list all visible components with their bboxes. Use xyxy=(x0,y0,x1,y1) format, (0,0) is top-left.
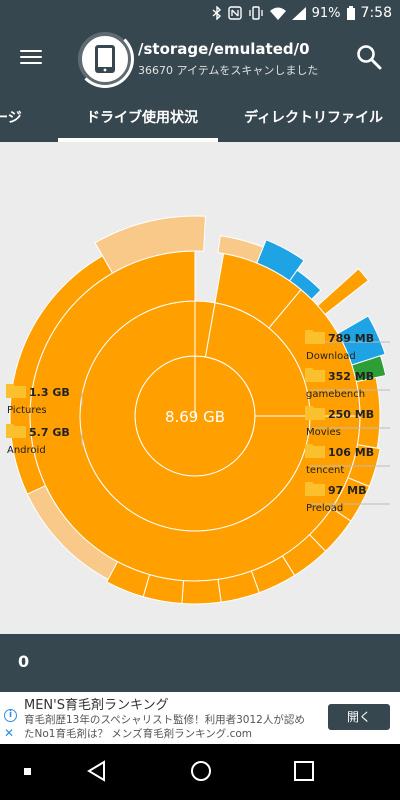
tab-previous[interactable]: ージ xyxy=(0,110,22,126)
folder-size: 352 MB xyxy=(328,370,374,383)
folder-size: 5.7 GB xyxy=(29,426,70,439)
total-size-label: 8.69 GB xyxy=(165,408,225,426)
bluetooth-icon xyxy=(212,6,221,20)
folder-name: Preload xyxy=(306,503,343,514)
outer-light-segment-left[interactable] xyxy=(26,485,126,585)
folder-size: 250 MB xyxy=(328,408,374,421)
signal-icon xyxy=(291,6,306,20)
tab-drive-usage[interactable]: ドライブ使用状況 xyxy=(86,110,198,126)
label-tencent[interactable]: 106 MB tencent xyxy=(305,444,374,476)
hamburger-menu-icon[interactable] xyxy=(20,46,42,68)
folder-name: Download xyxy=(306,351,356,362)
tab-bar: ージ ドライブ使用状況 ディレクトリファイル xyxy=(0,90,400,142)
folder-icon xyxy=(305,482,325,496)
wifi-icon xyxy=(269,7,286,20)
app-bar: /storage/emulated/0 36670 アイテムをスキャンしました xyxy=(0,28,400,90)
recent-dot-icon[interactable] xyxy=(24,768,32,776)
folder-icon xyxy=(305,368,325,382)
clock: 7:58 xyxy=(360,5,392,21)
storage-device-badge xyxy=(76,30,134,88)
ad-banner[interactable]: i ✕ MEN'S育毛剤ランキング 育毛剤歴13年のスペシャリスト監修！利用者3… xyxy=(0,692,400,744)
folder-name: Android xyxy=(7,445,46,456)
folder-name: Movies xyxy=(306,427,341,438)
label-preload[interactable]: 97 MB Preload xyxy=(305,482,366,514)
folder-name: tencent xyxy=(306,465,344,476)
back-icon[interactable] xyxy=(86,760,108,782)
scan-status-subtitle: 36670 アイテムをスキャンしました xyxy=(138,64,319,77)
tab-directory-files[interactable]: ディレクトリファイル xyxy=(244,110,384,126)
label-gamebench[interactable]: 352 MB gamebench xyxy=(305,368,374,400)
battery-percent: 91% xyxy=(311,5,341,21)
selection-count: 0 xyxy=(18,652,30,671)
selection-bar: 0 xyxy=(0,634,400,692)
active-tab-indicator xyxy=(58,138,218,142)
home-icon[interactable] xyxy=(190,760,212,782)
search-icon[interactable] xyxy=(356,44,382,70)
label-android[interactable]: 5.7 GB Android xyxy=(6,424,70,456)
ad-description-line-2: たNo1育毛剤は？ メンズ育毛剤ランキング.com xyxy=(24,728,253,740)
ring1-small-segment[interactable] xyxy=(194,300,216,358)
folder-size: 1.3 GB xyxy=(29,386,70,399)
sunburst-chart[interactable]: 8.69 GB 1.3 GB Pictures 5.7 GB Android 789 MB… xyxy=(0,142,400,634)
outer-bottom-slice-6[interactable] xyxy=(181,578,222,605)
outer-blue-segment-b[interactable] xyxy=(288,269,322,301)
ad-open-button[interactable]: 開く xyxy=(328,704,390,730)
label-movies[interactable]: 250 MB Movies xyxy=(305,406,374,438)
outer-bottom-slice-8[interactable] xyxy=(106,561,151,598)
folder-size: 106 MB xyxy=(328,446,374,459)
ad-close-icon[interactable]: ✕ xyxy=(4,726,15,740)
ad-info-icon[interactable]: i xyxy=(4,709,17,722)
navigation-bar xyxy=(0,744,400,800)
outer-right-segment[interactable] xyxy=(355,376,381,449)
folder-icon xyxy=(305,406,325,420)
drive-usage-chart: 8.69 GB 1.3 GB Pictures 5.7 GB Android 789 MB… xyxy=(0,142,400,634)
nfc-icon xyxy=(227,6,242,20)
outer-spike-segment[interactable] xyxy=(316,268,370,316)
outer-light-segment-top[interactable] xyxy=(94,215,206,274)
folder-size: 789 MB xyxy=(328,332,374,345)
folder-name: gamebench xyxy=(306,389,365,400)
folder-name: Pictures xyxy=(7,405,47,416)
battery-icon xyxy=(346,6,355,20)
storage-path-title: /storage/emulated/0 xyxy=(138,40,310,58)
folder-icon xyxy=(6,424,26,438)
label-pictures[interactable]: 1.3 GB Pictures xyxy=(6,384,70,416)
folder-size: 97 MB xyxy=(328,484,366,497)
overview-icon[interactable] xyxy=(294,761,314,781)
status-bar: 91% 7:58 xyxy=(0,0,400,28)
vibrate-icon xyxy=(248,6,263,20)
ad-title: MEN'S育毛剤ランキング xyxy=(24,698,169,713)
folder-icon xyxy=(305,330,325,344)
folder-icon xyxy=(6,384,26,398)
ad-description-line-1: 育毛剤歴13年のスペシャリスト監修！利用者3012人が認め xyxy=(24,714,305,726)
folder-icon xyxy=(305,444,325,458)
label-download[interactable]: 789 MB Download xyxy=(305,330,374,362)
